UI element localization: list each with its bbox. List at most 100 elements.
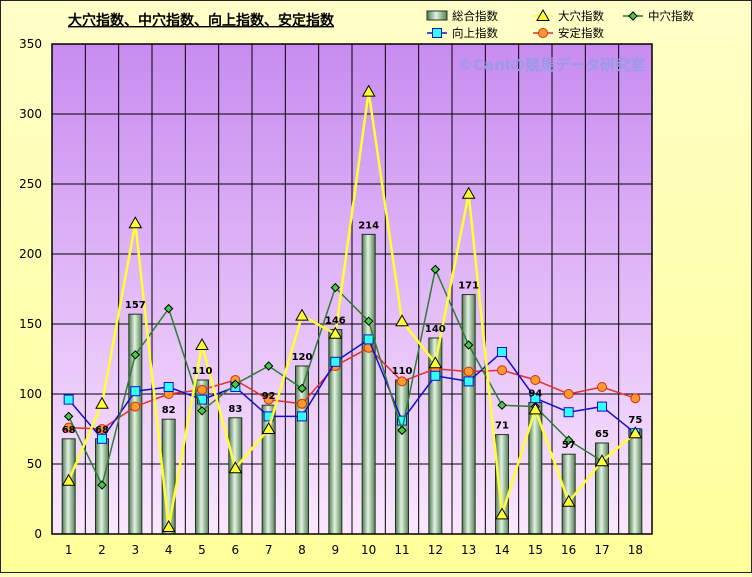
series-line xyxy=(67,91,637,528)
bar-data-label: 146 xyxy=(325,316,346,327)
bar xyxy=(128,313,143,535)
legend-label: 中穴指数 xyxy=(648,9,694,23)
line-point xyxy=(97,433,107,444)
plot-border xyxy=(51,43,653,535)
line-point xyxy=(430,264,441,275)
line-point xyxy=(397,415,407,426)
line-point xyxy=(130,350,141,360)
line-point xyxy=(363,334,374,345)
line-point xyxy=(263,394,274,405)
x-tick-label: 14 xyxy=(494,543,509,557)
x-tick-label: 12 xyxy=(428,543,443,557)
bar-data-label: 120 xyxy=(292,352,313,363)
line-point xyxy=(563,407,574,418)
x-tick-label: 6 xyxy=(232,543,240,557)
line-point xyxy=(197,384,207,395)
line-point xyxy=(497,400,507,410)
line-point xyxy=(97,424,107,434)
watermark: ©Caniの競馬データ研究室 xyxy=(458,56,645,74)
line-point xyxy=(563,435,574,445)
line-point xyxy=(528,402,543,415)
line-point xyxy=(161,519,176,532)
bar-data-label: 92 xyxy=(262,391,276,402)
bar xyxy=(228,417,243,535)
line-point xyxy=(130,386,141,397)
line-point xyxy=(495,507,509,520)
line-point xyxy=(461,186,476,199)
bar-data-label: 110 xyxy=(392,366,413,377)
bar xyxy=(395,379,409,535)
line-point xyxy=(628,426,643,439)
line-point xyxy=(397,425,407,436)
line-point xyxy=(63,394,74,405)
series-line xyxy=(68,338,636,441)
legend-label: 大穴指数 xyxy=(558,9,604,23)
line-point xyxy=(563,389,574,399)
x-tick-label: 5 xyxy=(198,543,206,557)
line-point xyxy=(463,366,474,377)
y-tick-label: 0 xyxy=(34,527,42,541)
bar xyxy=(61,438,76,535)
line-point xyxy=(630,393,641,404)
x-tick-label: 11 xyxy=(394,543,409,557)
line-point xyxy=(463,340,474,350)
line-point xyxy=(261,421,276,434)
bar-data-label: 214 xyxy=(358,220,379,231)
x-tick-label: 8 xyxy=(298,543,306,557)
legend-label: 向上指数 xyxy=(452,26,498,40)
line-point xyxy=(163,303,174,314)
chart-title: 大穴指数、中穴指数、向上指数、安定指数 xyxy=(68,12,335,29)
bar xyxy=(461,294,476,535)
x-tick-label: 4 xyxy=(165,543,173,557)
legend-label: 総合指数 xyxy=(452,9,498,23)
x-tick-label: 9 xyxy=(332,543,340,557)
bar-data-label: 83 xyxy=(228,404,242,415)
line-point xyxy=(395,314,409,327)
line-point xyxy=(297,411,307,422)
line-point xyxy=(197,394,207,405)
line-series xyxy=(61,84,643,532)
bar-data-label: 94 xyxy=(528,388,542,399)
x-tick-label: 7 xyxy=(265,543,273,557)
x-tick-label: 17 xyxy=(594,543,609,557)
x-tick-label: 1 xyxy=(65,543,73,557)
x-tick-label: 10 xyxy=(361,543,376,557)
line-point xyxy=(330,356,341,367)
line-point xyxy=(230,379,241,389)
line-point xyxy=(63,411,74,422)
line-point xyxy=(195,337,209,350)
line-point xyxy=(295,308,309,321)
line-point xyxy=(297,383,307,394)
x-tick-label: 15 xyxy=(528,543,543,557)
line-point xyxy=(163,382,174,392)
line-point xyxy=(397,376,407,387)
bar-data-label: 82 xyxy=(162,405,176,416)
line-point xyxy=(95,396,109,409)
bar-data-label: 171 xyxy=(458,281,479,292)
bar-value-labels: 68 68 157 82 110 83 92 120 146 214 110 140 171 71 94 57… xyxy=(62,220,643,451)
bar-data-label: 68 xyxy=(62,425,76,436)
bar-data-label: 57 xyxy=(562,440,576,451)
line-point xyxy=(561,494,576,507)
bar-data-label: 71 xyxy=(495,421,509,432)
line-point xyxy=(497,347,507,357)
bar-data-label: 157 xyxy=(125,300,146,311)
x-tick-label: 2 xyxy=(98,543,106,557)
line-point xyxy=(328,326,343,339)
line-point xyxy=(536,8,550,21)
line-point xyxy=(430,370,441,381)
line-point xyxy=(497,365,507,376)
line-point xyxy=(297,398,307,409)
line-point xyxy=(63,422,74,433)
line-point xyxy=(61,473,76,486)
line-point xyxy=(361,84,376,97)
line-point xyxy=(538,28,548,38)
y-tick-label: 50 xyxy=(27,457,42,471)
y-tick-label: 150 xyxy=(19,317,42,331)
line-point xyxy=(597,401,607,412)
line-point xyxy=(530,375,541,385)
x-tick-label: 13 xyxy=(461,543,476,557)
